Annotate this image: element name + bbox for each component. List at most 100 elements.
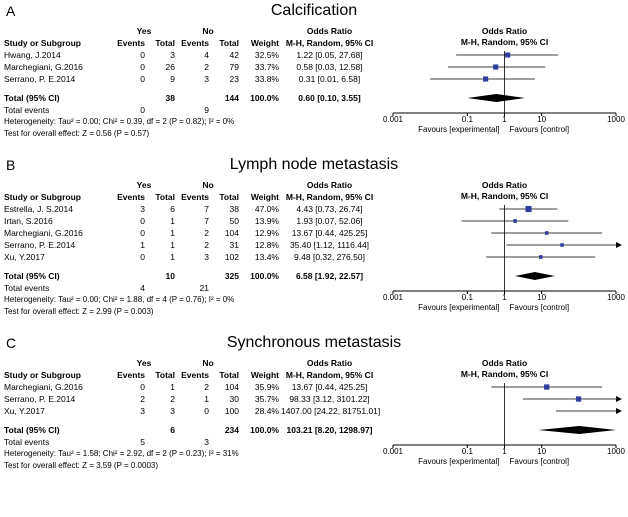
weight-header: Weight	[250, 370, 279, 380]
study-marker	[505, 52, 511, 58]
overall-effect-text: Test for overall effect: Z = 0.56 (P = 0…	[4, 129, 150, 138]
total-events-row: Total events 0 9	[0, 104, 379, 116]
plot-effect-header: Odds Ratio	[482, 26, 527, 36]
panel-body: Yes No Odds Ratio Study or Subgroup Events To…	[0, 357, 628, 472]
plot-effect-header: Odds Ratio	[482, 180, 527, 190]
study-row: Marchegiani, G.2016 0 1 2 104 12.9% 13.67 [0.4…	[0, 227, 379, 239]
events-yes-value: 0	[140, 74, 145, 84]
heterogeneity-text: Heterogeneity: Tau² = 0.00; Chi² = 0.39,…	[4, 117, 235, 126]
group-no-header: No	[202, 358, 214, 368]
weight-value: 35.9%	[254, 382, 279, 392]
method-header: M-H, Random, 95% CI	[285, 370, 374, 380]
favours-right-label: Favours [control]	[510, 125, 570, 134]
total-events-no: 9	[204, 105, 209, 115]
total-no-sum: 234	[224, 425, 239, 435]
total-no-value: 104	[224, 228, 239, 238]
method-header: M-H, Random, 95% CI	[285, 38, 374, 48]
effect-label-header: Odds Ratio	[306, 180, 353, 190]
axis-tick-label: 0.001	[383, 447, 404, 456]
total-yes-value: 1	[170, 216, 175, 226]
study-marker	[513, 219, 517, 223]
total-events-label: Total events	[4, 283, 50, 293]
events-yes-header: Events	[117, 38, 145, 48]
total-yes-value: 26	[165, 62, 175, 72]
study-name: Marchegiani, G.2016	[4, 382, 83, 392]
study-marker	[493, 64, 499, 70]
total-yes-value: 9	[170, 74, 175, 84]
effect-label-header: Odds Ratio	[306, 26, 353, 36]
total-yes-header: Total	[155, 38, 175, 48]
study-row: Xu, Y.2017 3 3 0 100 28.4% 1407.00 [24.22, 817…	[0, 405, 381, 417]
events-yes-value: 3	[140, 204, 145, 214]
group-no-header: No	[202, 26, 214, 36]
panel-synchronous-metastasis: C Synchronous metastasis Yes No Odds Ratio…	[0, 334, 628, 472]
spacer-row	[0, 417, 379, 424]
axis-tick-label: 0.1	[462, 447, 474, 456]
study-name: Hwang, J.2014	[4, 50, 61, 60]
total-no-value: 31	[229, 240, 239, 250]
study-name: Estrella, J. S.2014	[4, 204, 73, 214]
total-no-value: 30	[229, 394, 239, 404]
odds-ratio-ci-text: 1.22 [0.05, 27.68]	[296, 50, 363, 60]
total-yes-header: Total	[155, 192, 175, 202]
ci-arrow-right	[616, 396, 622, 402]
total-no-header: Total	[219, 370, 239, 380]
events-no-value: 7	[204, 216, 209, 226]
weight-header: Weight	[250, 192, 279, 202]
study-marker	[483, 76, 489, 82]
ci-arrow-right	[616, 242, 622, 248]
odds-ratio-ci-text: 13.67 [0.44, 425.25]	[291, 382, 368, 392]
axis-tick-label: 10	[537, 447, 546, 456]
panel-title: Lymph node metastasis	[229, 156, 399, 173]
weight-value: 13.4%	[254, 252, 279, 262]
panel-header: B Lymph node metastasis	[0, 156, 628, 179]
total-events-label: Total events	[4, 437, 50, 447]
column-group-header-row: Yes No Odds Ratio	[0, 357, 379, 369]
odds-ratio-ci-text: 9.48 [0.32, 276.50]	[294, 252, 365, 262]
total-no-value: 38	[229, 204, 239, 214]
total-no-value: 79	[229, 62, 239, 72]
study-name: Marchegiani, G.2016	[4, 62, 83, 72]
column-group-header-row: Yes No Odds Ratio	[0, 25, 379, 37]
column-header-row: Study or Subgroup Events Total Events Total W…	[0, 37, 379, 49]
events-no-value: 0	[204, 406, 209, 416]
study-name: Xu, Y.2017	[4, 406, 45, 416]
weight-value: 28.4%	[254, 406, 279, 416]
events-no-value: 1	[204, 394, 209, 404]
plot-method-header: M-H, Random, 95% CI	[461, 191, 548, 201]
study-row: Estrella, J. S.2014 3 6 7 38 47.0% 4.43 [0.73,…	[0, 203, 379, 215]
events-no-value: 3	[204, 252, 209, 262]
total-no-value: 50	[229, 216, 239, 226]
study-table: Yes No Odds Ratio Study or Subgroup Events To…	[0, 179, 379, 318]
odds-ratio-ci-text: 1407.00 [24.22, 81751.01]	[281, 406, 381, 416]
odds-ratio-ci-text: 0.31 [0.01, 6.58]	[298, 74, 361, 84]
panel-title: Calcification	[270, 2, 358, 19]
spacer-row	[0, 263, 379, 270]
axis-tick-label: 0.001	[383, 293, 404, 302]
axis-tick-label: 10	[537, 115, 546, 124]
events-yes-header: Events	[117, 192, 145, 202]
study-table: Yes No Odds Ratio Study or Subgroup Events To…	[0, 357, 381, 472]
total-no-value: 102	[224, 252, 239, 262]
events-no-value: 2	[204, 62, 209, 72]
events-no-value: 2	[204, 382, 209, 392]
total-no-header: Total	[219, 38, 239, 48]
column-header-row: Study or Subgroup Events Total Events Total W…	[0, 369, 379, 381]
total-row: Total (95% CI) 10 325 100.0% 6.58 [1.92, 22.…	[0, 270, 379, 282]
total-no-value: 42	[229, 50, 239, 60]
total-yes-value: 1	[170, 252, 175, 262]
events-yes-value: 1	[140, 240, 145, 250]
total-no-sum: 325	[224, 271, 239, 281]
summary-diamond	[467, 94, 525, 102]
study-row: Marchegiani, G.2016 0 1 2 104 35.9% 13.67 [0.4…	[0, 381, 379, 393]
study-row: Serrano, P. E.2014 0 9 3 23 33.8% 0.31 [0.01, …	[0, 73, 379, 85]
axis-tick-label: 1	[502, 293, 507, 302]
study-column-header: Study or Subgroup	[4, 192, 81, 202]
weight-value: 32.5%	[254, 50, 279, 60]
column-header-row: Study or Subgroup Events Total Events Total W…	[0, 191, 379, 203]
events-yes-value: 0	[140, 228, 145, 238]
group-no-header: No	[202, 180, 214, 190]
column-group-header-row: Yes No Odds Ratio	[0, 179, 379, 191]
events-no-value: 2	[204, 228, 209, 238]
